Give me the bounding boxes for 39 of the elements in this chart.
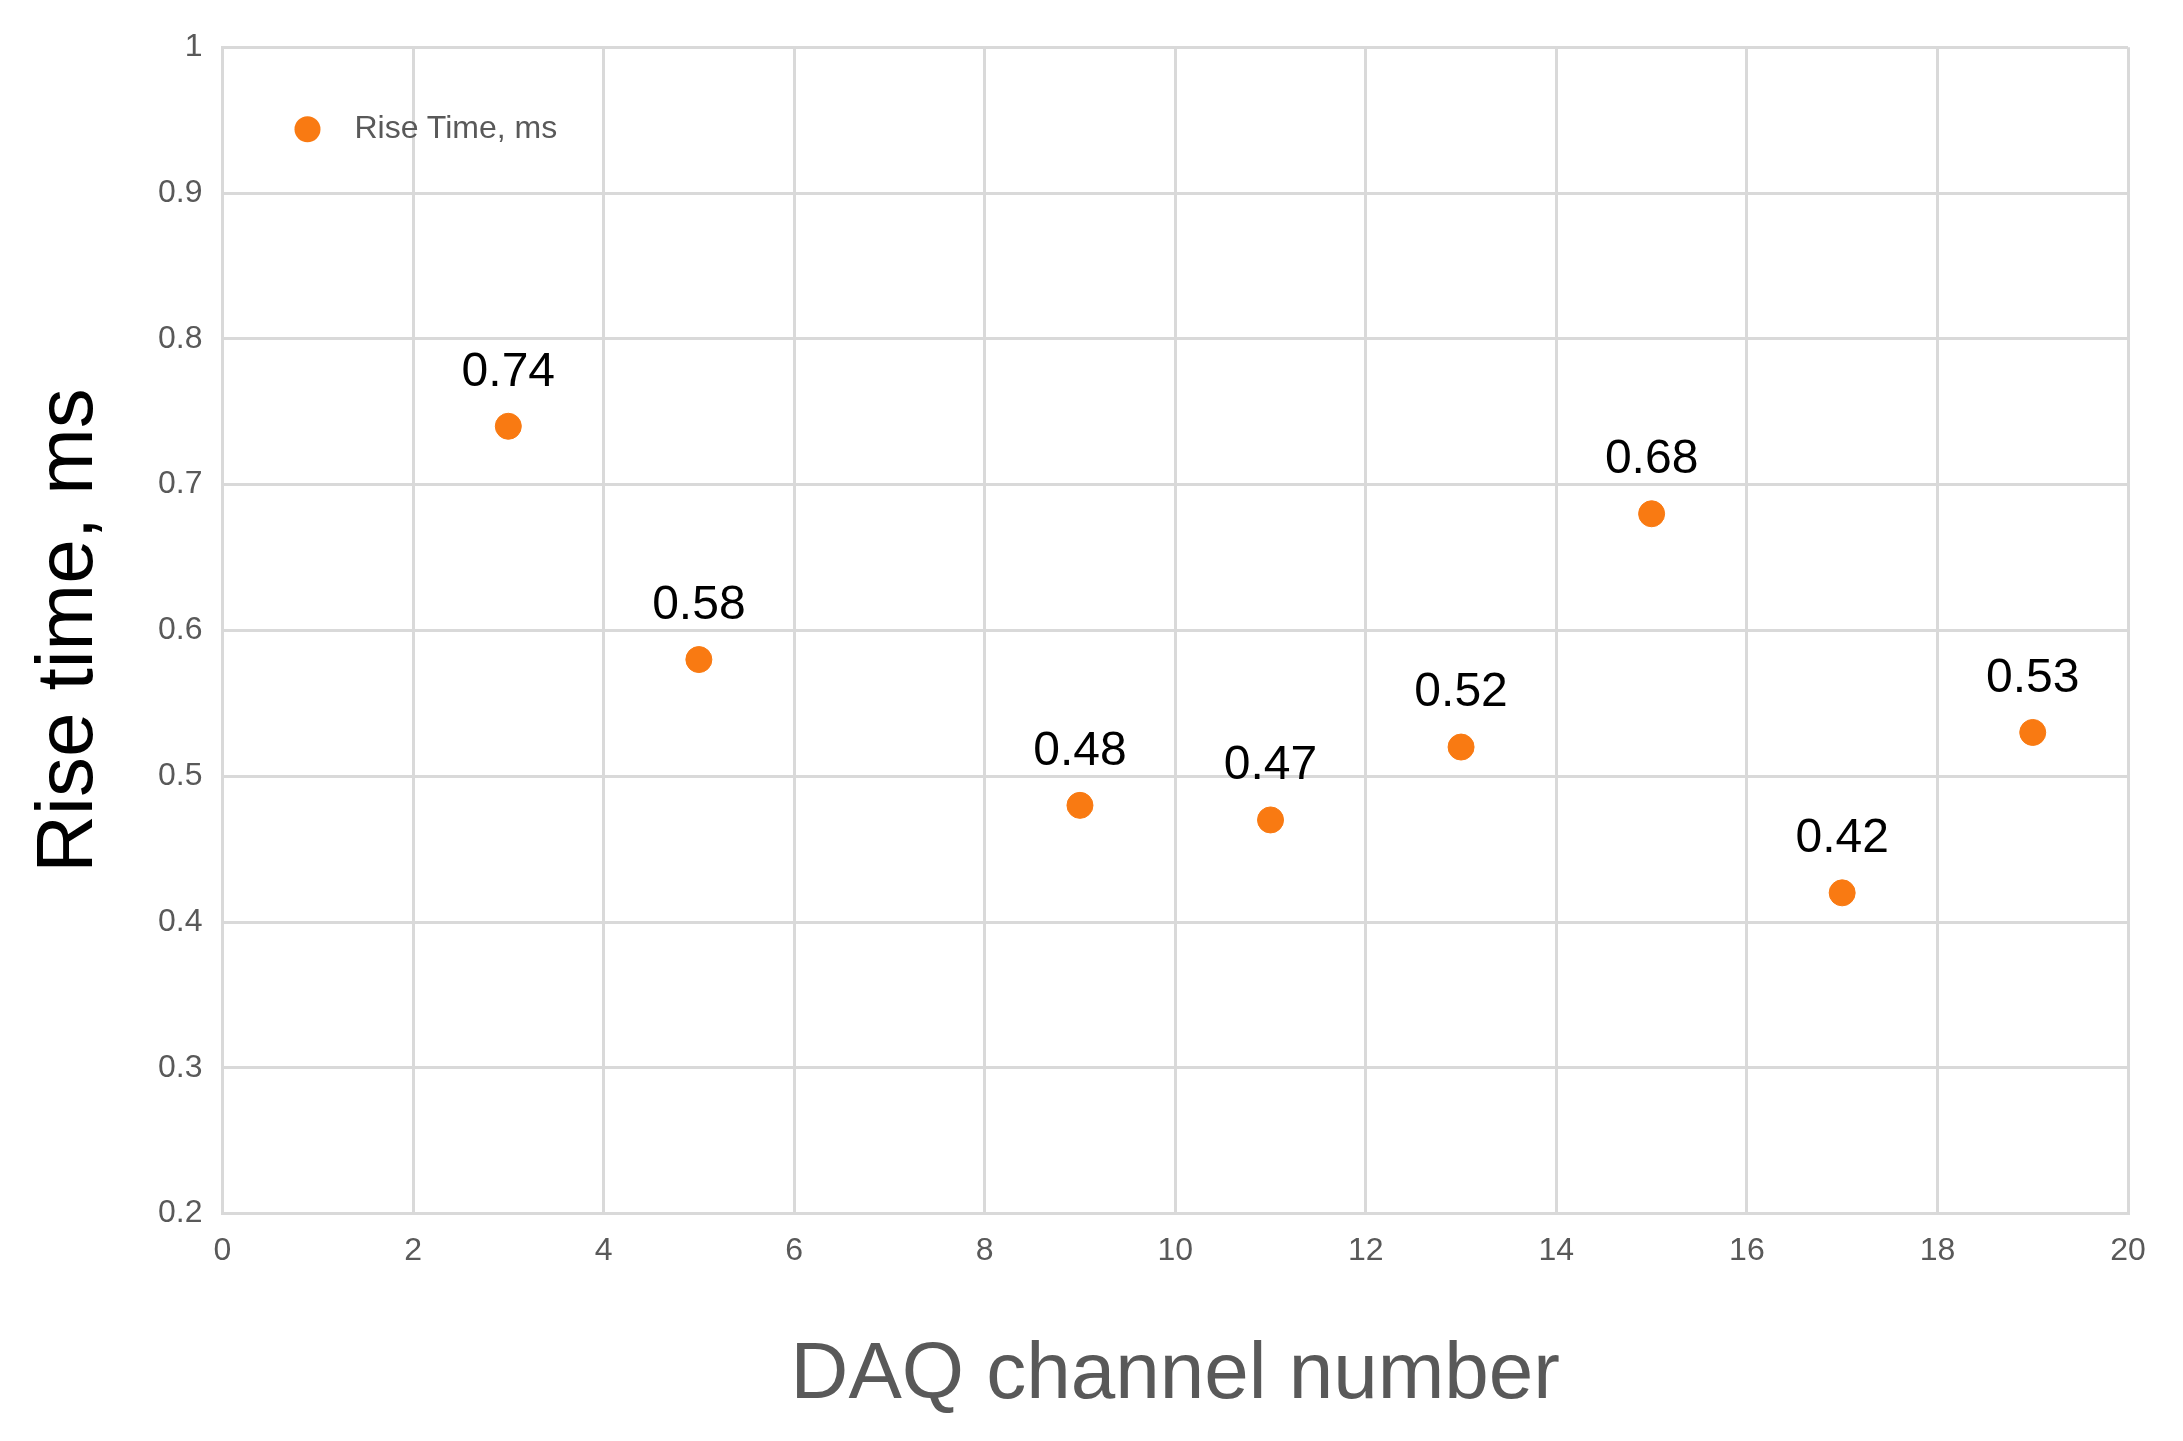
- x-tick-label: 2: [404, 1230, 422, 1267]
- y-tick-label: 1: [184, 27, 203, 64]
- y-tick-label: 0.4: [158, 901, 203, 938]
- point: [685, 646, 713, 674]
- point: [2019, 718, 2047, 746]
- x-tick-label: 0: [213, 1230, 232, 1267]
- data-label: 0.47: [1223, 736, 1318, 790]
- x-tick-label: 4: [594, 1230, 613, 1267]
- x-tick-label: 18: [1919, 1230, 1956, 1267]
- data-label: 0.68: [1604, 429, 1699, 483]
- data-label: 0.58: [652, 575, 746, 629]
- point: [1638, 500, 1666, 528]
- point: [1257, 806, 1285, 834]
- y-tick-label: 0.6: [158, 610, 203, 647]
- y-tick-label: 0.7: [158, 464, 203, 501]
- x-tick-label: 16: [1729, 1230, 1765, 1267]
- x-tick-label: 8: [975, 1230, 994, 1267]
- y-tick-label: 0.2: [158, 1193, 203, 1230]
- x-tick-label: 12: [1348, 1230, 1384, 1267]
- point: [1828, 879, 1856, 907]
- data-label: 0.52: [1414, 663, 1508, 717]
- x-tick-label: 6: [785, 1230, 804, 1267]
- y-axis-title: Rise time, ms: [20, 388, 110, 873]
- data-label: 0.53: [1986, 648, 2080, 702]
- point: [1066, 791, 1094, 819]
- data-label: 0.48: [1033, 721, 1127, 775]
- x-tick-label: 20: [2110, 1230, 2146, 1267]
- data-label: 0.42: [1795, 809, 1889, 863]
- data-label: 0.74: [461, 342, 556, 396]
- y-tick-label: 0.3: [158, 1047, 203, 1084]
- legend-label: Rise Time, ms: [354, 109, 558, 146]
- point: [1447, 733, 1475, 761]
- point: [494, 412, 522, 440]
- x-tick-label: 10: [1157, 1230, 1194, 1267]
- y-tick-label: 0.9: [158, 172, 203, 209]
- y-tick-label: 0.8: [158, 318, 203, 355]
- x-tick-label: 14: [1538, 1230, 1575, 1267]
- x-axis-title: DAQ channel number: [790, 1326, 1560, 1416]
- y-tick-label: 0.5: [158, 756, 203, 793]
